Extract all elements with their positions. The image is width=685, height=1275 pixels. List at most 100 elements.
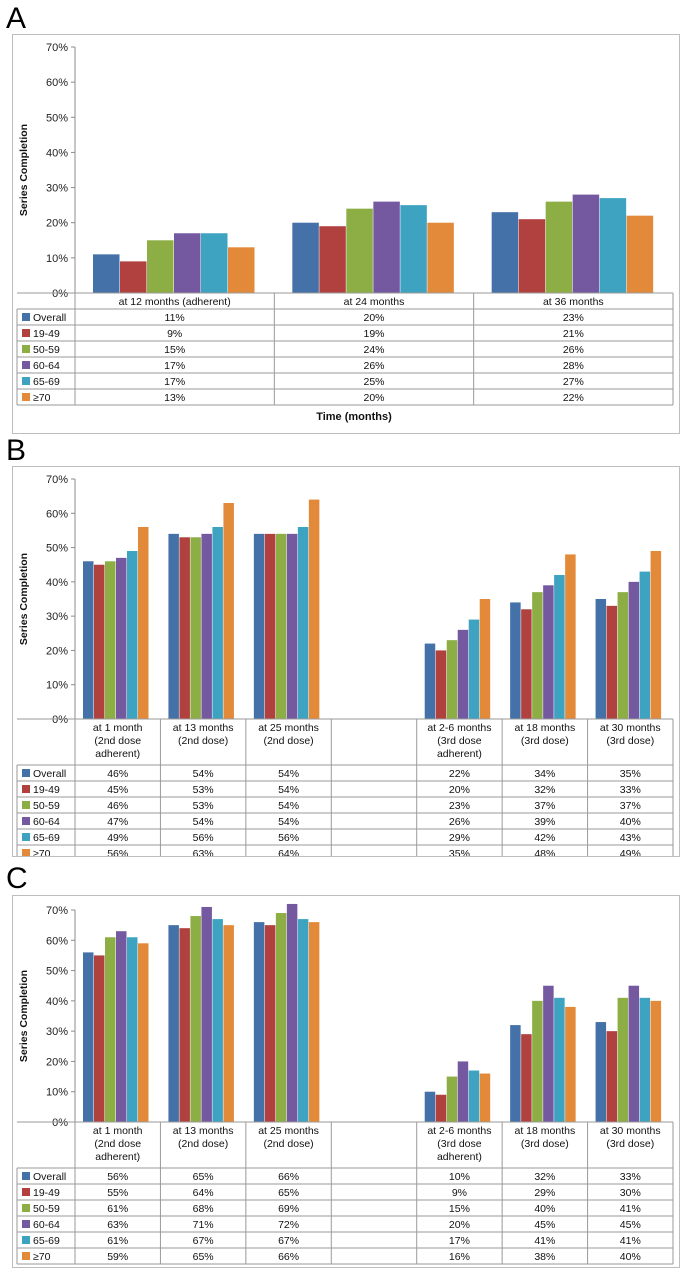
chart-c: 0% 10% 20% 30% 40% 50% 60% 70% Series Completion… xyxy=(16,903,674,1275)
legend-label: ≥70 xyxy=(33,848,51,856)
legend-label: 50-59 xyxy=(33,1203,60,1215)
bar xyxy=(168,925,179,1122)
data-label: 26% xyxy=(449,816,470,828)
bar xyxy=(639,997,651,1122)
bar xyxy=(253,922,265,1122)
bar xyxy=(223,925,234,1122)
bar xyxy=(94,955,105,1122)
bar xyxy=(319,226,346,293)
data-label: 49% xyxy=(107,832,128,844)
bar xyxy=(94,564,105,719)
bar xyxy=(510,1025,521,1122)
category-label: at 30 months (3rd dose) xyxy=(600,1125,661,1150)
data-label: 17% xyxy=(449,1235,470,1247)
data-label: 46% xyxy=(107,800,128,812)
legend-label: 60-64 xyxy=(33,816,60,828)
bar xyxy=(628,581,640,719)
data-label: 24% xyxy=(363,344,384,356)
bar xyxy=(179,537,190,719)
data-label: 26% xyxy=(363,360,384,372)
data-label: 53% xyxy=(193,784,214,796)
bar xyxy=(599,198,627,293)
bar xyxy=(147,240,174,293)
bar xyxy=(286,533,298,719)
legend-swatch xyxy=(22,361,30,369)
data-label: 33% xyxy=(620,1171,641,1183)
data-label: 41% xyxy=(620,1203,641,1215)
legend-swatch xyxy=(22,769,30,777)
data-label: 40% xyxy=(620,1251,641,1263)
data-label: 32% xyxy=(534,784,555,796)
y-tick-label: 70% xyxy=(46,905,68,917)
bar xyxy=(518,219,546,293)
data-label: 15% xyxy=(449,1203,470,1215)
bar xyxy=(264,533,276,719)
data-label: 10% xyxy=(449,1171,470,1183)
bar xyxy=(275,533,287,719)
bar xyxy=(554,575,565,719)
data-label: 40% xyxy=(620,816,641,828)
data-label: 34% xyxy=(534,768,555,780)
y-tick-label: 30% xyxy=(46,183,68,195)
y-tick-label: 0% xyxy=(52,1117,68,1129)
bar xyxy=(457,629,469,719)
data-label: 20% xyxy=(363,312,384,324)
data-label: 45% xyxy=(107,784,128,796)
bar xyxy=(521,1034,532,1122)
data-label: 54% xyxy=(278,784,299,796)
bar xyxy=(116,931,127,1122)
category-label: at 13 months (2nd dose) xyxy=(173,722,234,747)
bar xyxy=(532,592,543,719)
legend-label: 19-49 xyxy=(33,328,60,340)
y-axis-label: Series Completion xyxy=(18,553,30,645)
legend-swatch xyxy=(22,377,30,385)
bar xyxy=(468,619,480,719)
bar xyxy=(174,233,201,293)
chart-group: 0% 10% 20% 30% 40% 50% 60% 70% Series Completion… xyxy=(16,42,674,423)
bar xyxy=(297,919,309,1122)
data-label: 69% xyxy=(278,1203,299,1215)
data-label: 54% xyxy=(278,816,299,828)
bar xyxy=(138,527,149,719)
bar xyxy=(457,1061,469,1122)
data-label: 19% xyxy=(363,328,384,340)
bar xyxy=(105,937,116,1122)
category-label: at 2-6 months (3rd dose adherent) xyxy=(427,1125,491,1163)
category-label: at 25 months (2nd dose) xyxy=(258,722,319,747)
bar xyxy=(275,913,287,1122)
data-label: 41% xyxy=(620,1235,641,1247)
legend-swatch xyxy=(22,1236,30,1244)
y-tick-label: 50% xyxy=(46,112,68,124)
data-label: 56% xyxy=(107,1171,128,1183)
y-tick-label: 60% xyxy=(46,508,68,520)
data-label: 68% xyxy=(193,1203,214,1215)
data-label: 20% xyxy=(363,392,384,404)
bar xyxy=(297,527,309,719)
legend-swatch xyxy=(22,801,30,809)
bar xyxy=(346,208,373,293)
legend-label: Overall xyxy=(33,312,66,324)
data-label: 59% xyxy=(107,1251,128,1263)
data-label: 39% xyxy=(534,816,555,828)
bar xyxy=(168,533,179,719)
bar xyxy=(617,997,629,1122)
bar xyxy=(212,919,223,1122)
chart-a: 0% 10% 20% 30% 40% 50% 60% 70% Series Completion… xyxy=(16,42,674,423)
y-tick-label: 40% xyxy=(46,996,68,1008)
bar xyxy=(400,205,427,293)
data-label: 9% xyxy=(452,1187,467,1199)
bar xyxy=(286,903,298,1122)
data-label: 65% xyxy=(193,1251,214,1263)
data-label: 61% xyxy=(107,1235,128,1247)
y-tick-label: 30% xyxy=(46,1026,68,1038)
data-label: 53% xyxy=(193,800,214,812)
data-label: 26% xyxy=(563,344,584,356)
y-tick-label: 40% xyxy=(46,147,68,159)
data-label: 23% xyxy=(449,800,470,812)
bar xyxy=(292,222,319,293)
bar xyxy=(308,499,320,719)
bar xyxy=(532,1000,543,1122)
data-label: 30% xyxy=(620,1187,641,1199)
data-label: 61% xyxy=(107,1203,128,1215)
data-label: 54% xyxy=(278,800,299,812)
